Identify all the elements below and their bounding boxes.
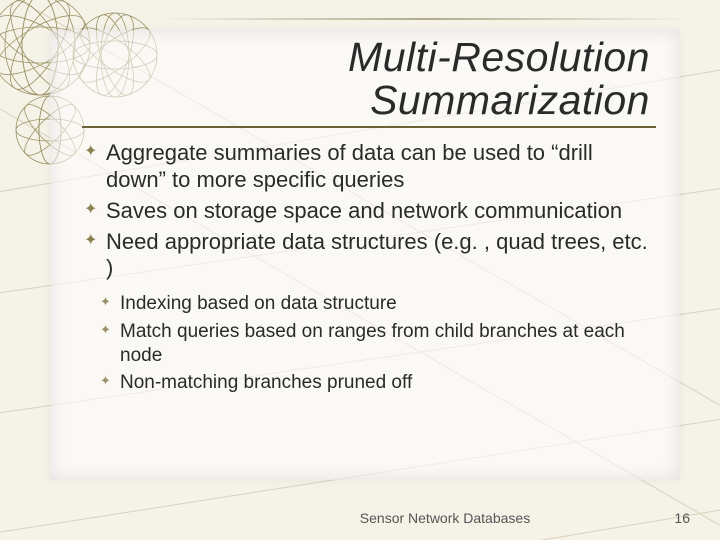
slide-card: Multi-Resolution Summarization Aggregate…	[50, 30, 680, 480]
bullet-item: Aggregate summaries of data can be used …	[84, 140, 656, 194]
bullet-list: Aggregate summaries of data can be used …	[84, 140, 656, 282]
slide-title: Multi-Resolution Summarization	[82, 36, 656, 128]
page-number: 16	[650, 510, 690, 526]
sub-bullet-text: Indexing based on data structure	[120, 293, 397, 314]
title-line-1: Multi-Resolution	[348, 34, 650, 80]
sub-bullet-item: Match queries based on ranges from child…	[100, 320, 656, 368]
bullet-text: Saves on storage space and network commu…	[106, 198, 622, 223]
title-line-2: Summarization	[370, 77, 650, 123]
top-divider	[160, 18, 690, 20]
sub-bullet-text: Match queries based on ranges from child…	[120, 321, 625, 366]
slide-footer: Sensor Network Databases 16	[0, 510, 690, 526]
bullet-item: Need appropriate data structures (e.g. ,…	[84, 229, 656, 283]
footer-title: Sensor Network Databases	[240, 510, 650, 526]
sub-bullet-list: Indexing based on data structure Match q…	[100, 292, 656, 395]
sub-bullet-item: Indexing based on data structure	[100, 292, 656, 316]
bullet-text: Aggregate summaries of data can be used …	[106, 140, 593, 192]
sub-bullet-text: Non-matching branches pruned off	[120, 372, 412, 393]
sub-bullet-item: Non-matching branches pruned off	[100, 371, 656, 395]
bullet-text: Need appropriate data structures (e.g. ,…	[106, 229, 648, 281]
bullet-item: Saves on storage space and network commu…	[84, 198, 656, 225]
